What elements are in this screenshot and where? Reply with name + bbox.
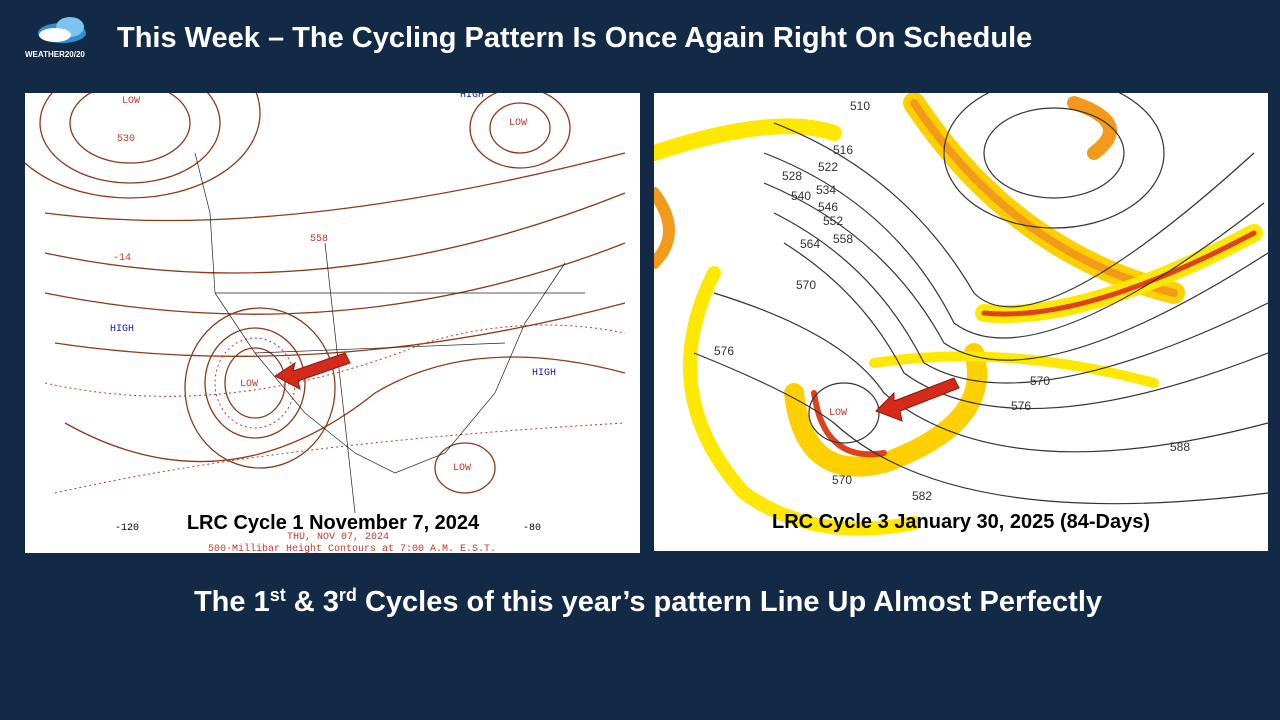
footer-part: Cycles of this year’s pattern Line Up Al…	[357, 586, 1102, 618]
map-label: 510	[850, 99, 870, 113]
footer-sup: rd	[339, 585, 357, 605]
left-map: HIGH HIGH HIGH LOW LOW LOW LOW 530 558 -…	[25, 90, 640, 555]
map-label: -120	[115, 523, 139, 534]
map-label: 570	[796, 278, 816, 292]
map-label: 564	[800, 237, 820, 251]
map-label: 528	[782, 169, 802, 183]
map-label: 534	[816, 183, 836, 197]
map-label: 530	[117, 134, 135, 145]
map-label: LOW	[240, 379, 258, 390]
map-caption: LRC Cycle 1 November 7, 2024	[187, 512, 480, 534]
footer-part: & 3	[286, 586, 339, 618]
map-label: -80	[523, 523, 541, 534]
map-stamp: THU, NOV 07, 2024	[287, 532, 389, 543]
arrow	[274, 352, 351, 390]
map-label: 576	[714, 344, 734, 358]
map-label: 540	[791, 189, 811, 203]
map-label: HIGH	[460, 90, 484, 101]
map-footer: 500-Millibar Height Contours at 7:00 A.M…	[208, 543, 496, 555]
map-label: 576	[1011, 399, 1031, 413]
arrow	[875, 377, 960, 422]
right-map: 510 516 522 528 534 540 546 552 558 564 …	[654, 93, 1268, 551]
map-label: 522	[818, 160, 838, 174]
footer-sup: st	[270, 585, 286, 605]
footer-part: The 1	[194, 586, 270, 618]
map-label: 546	[818, 200, 838, 214]
map-label: HIGH	[532, 368, 556, 379]
logo-text: WEATHER20/20	[25, 50, 85, 59]
map-label: 558	[833, 232, 853, 246]
map-label: 570	[1030, 374, 1050, 388]
map-label: LOW	[453, 463, 471, 474]
map-label: 570	[832, 473, 852, 487]
map-label: HIGH	[110, 324, 134, 335]
footer-text: The 1st & 3rd Cycles of this year’s patt…	[194, 585, 1102, 618]
map-label: LOW	[122, 96, 140, 107]
map-label: -14	[113, 253, 131, 264]
map-label: 588	[1170, 440, 1190, 454]
logo: WEATHER20/20	[25, 17, 86, 59]
map-label: LOW	[829, 408, 847, 419]
map-label: LOW	[509, 118, 527, 129]
map-label: 552	[823, 214, 843, 228]
map-label: 558	[310, 234, 328, 245]
map-label: 582	[912, 489, 932, 503]
slide-title: This Week – The Cycling Pattern Is Once …	[117, 22, 1032, 54]
map-caption: LRC Cycle 3 January 30, 2025 (84-Days)	[772, 511, 1150, 533]
map-label: 516	[833, 143, 853, 157]
